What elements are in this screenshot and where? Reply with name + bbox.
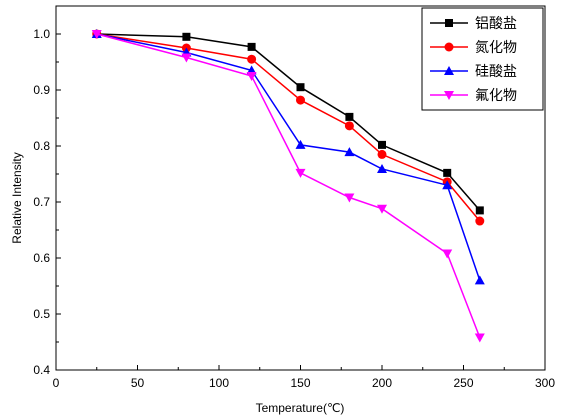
data-point xyxy=(474,333,485,343)
legend-box xyxy=(421,7,544,111)
series-line xyxy=(96,33,481,281)
data-point xyxy=(475,216,485,226)
data-point xyxy=(344,193,355,203)
y-tick-label: 0.5 xyxy=(33,307,50,321)
data-point xyxy=(91,30,102,39)
data-point xyxy=(377,163,387,173)
legend-label: 氮化物 xyxy=(475,39,517,55)
series-2 xyxy=(91,29,485,285)
y-tick-label: 1.0 xyxy=(33,27,50,41)
legend-label: 硅酸盐 xyxy=(475,63,517,79)
data-point xyxy=(247,42,256,51)
data-point xyxy=(442,249,453,259)
x-tick-label: 0 xyxy=(53,376,60,390)
data-point xyxy=(344,121,354,131)
y-axis-label: Relative Intensity xyxy=(10,152,24,243)
y-tick-label: 0.9 xyxy=(33,83,50,97)
legend-marker xyxy=(444,66,454,75)
legend-label: 氟化物 xyxy=(475,87,517,103)
data-point xyxy=(442,180,453,190)
series-line xyxy=(96,33,481,211)
legend-marker xyxy=(444,91,454,100)
data-point xyxy=(246,72,257,81)
x-axis-label: Temperature(℃) xyxy=(256,401,345,415)
x-axis: 0 50 100 150 200 250 300 xyxy=(53,365,555,390)
y-tick-label: 0.7 xyxy=(33,195,50,209)
series-line xyxy=(96,33,481,338)
legend-marker xyxy=(445,19,453,27)
x-tick-label: 50 xyxy=(131,376,145,390)
data-point xyxy=(443,168,452,177)
data-point xyxy=(296,95,305,105)
y-tick-label: 0.6 xyxy=(33,251,50,265)
x-tick-label: 300 xyxy=(535,376,555,390)
data-point xyxy=(296,83,305,92)
y-axis: 0.4 0.5 0.6 0.7 0.8 0.9 1.0 xyxy=(33,27,61,377)
x-tick-label: 200 xyxy=(372,376,392,390)
data-point xyxy=(377,149,387,159)
x-tick-label: 100 xyxy=(209,376,229,390)
data-point xyxy=(474,275,485,285)
data-point xyxy=(181,53,192,63)
data-point xyxy=(377,204,387,214)
data-point xyxy=(378,140,386,149)
data-point xyxy=(345,112,354,121)
x-tick-label: 150 xyxy=(290,376,310,390)
data-point xyxy=(295,168,306,178)
series-3 xyxy=(91,30,485,343)
x-tick-label: 250 xyxy=(453,376,473,390)
series-layer xyxy=(91,29,485,343)
data-point xyxy=(295,139,306,149)
data-point xyxy=(182,32,191,41)
data-point xyxy=(475,206,484,215)
series-line xyxy=(96,33,481,222)
data-point xyxy=(344,147,355,157)
y-tick-label: 0.4 xyxy=(33,363,50,377)
legend-label: 铝酸盐 xyxy=(475,15,517,31)
data-point xyxy=(247,54,257,64)
legend-marker xyxy=(444,42,454,52)
y-tick-label: 0.8 xyxy=(33,139,50,153)
